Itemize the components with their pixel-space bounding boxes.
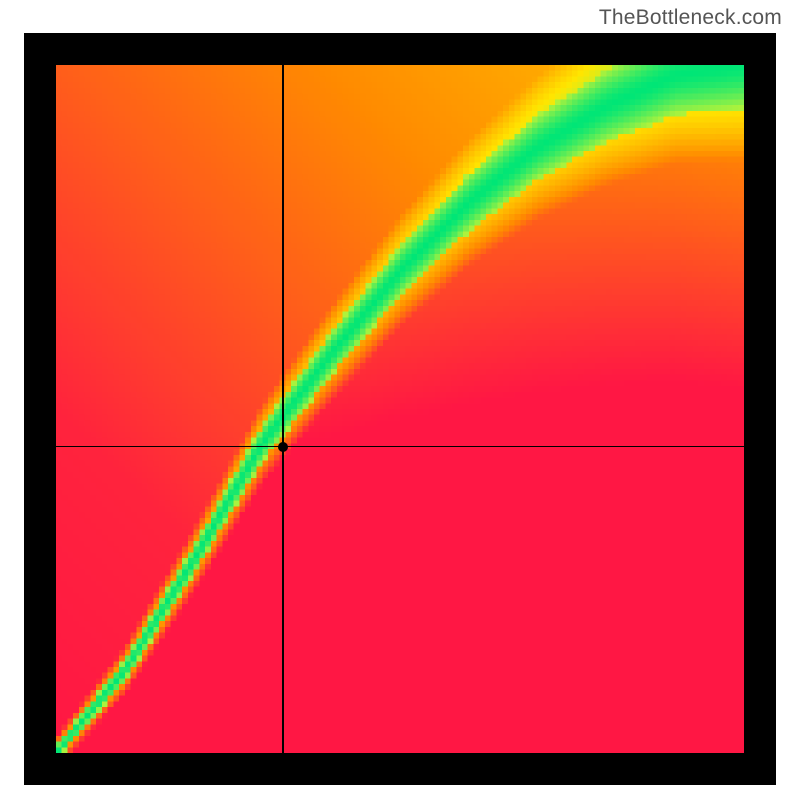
marker-dot <box>278 442 288 452</box>
crosshair-horizontal <box>56 446 744 447</box>
chart-container: TheBottleneck.com <box>0 0 800 800</box>
heatmap-canvas <box>56 65 744 753</box>
watermark-text: TheBottleneck.com <box>599 6 782 30</box>
crosshair-vertical <box>282 65 283 753</box>
plot-frame <box>24 33 776 785</box>
heatmap-region <box>56 65 744 753</box>
